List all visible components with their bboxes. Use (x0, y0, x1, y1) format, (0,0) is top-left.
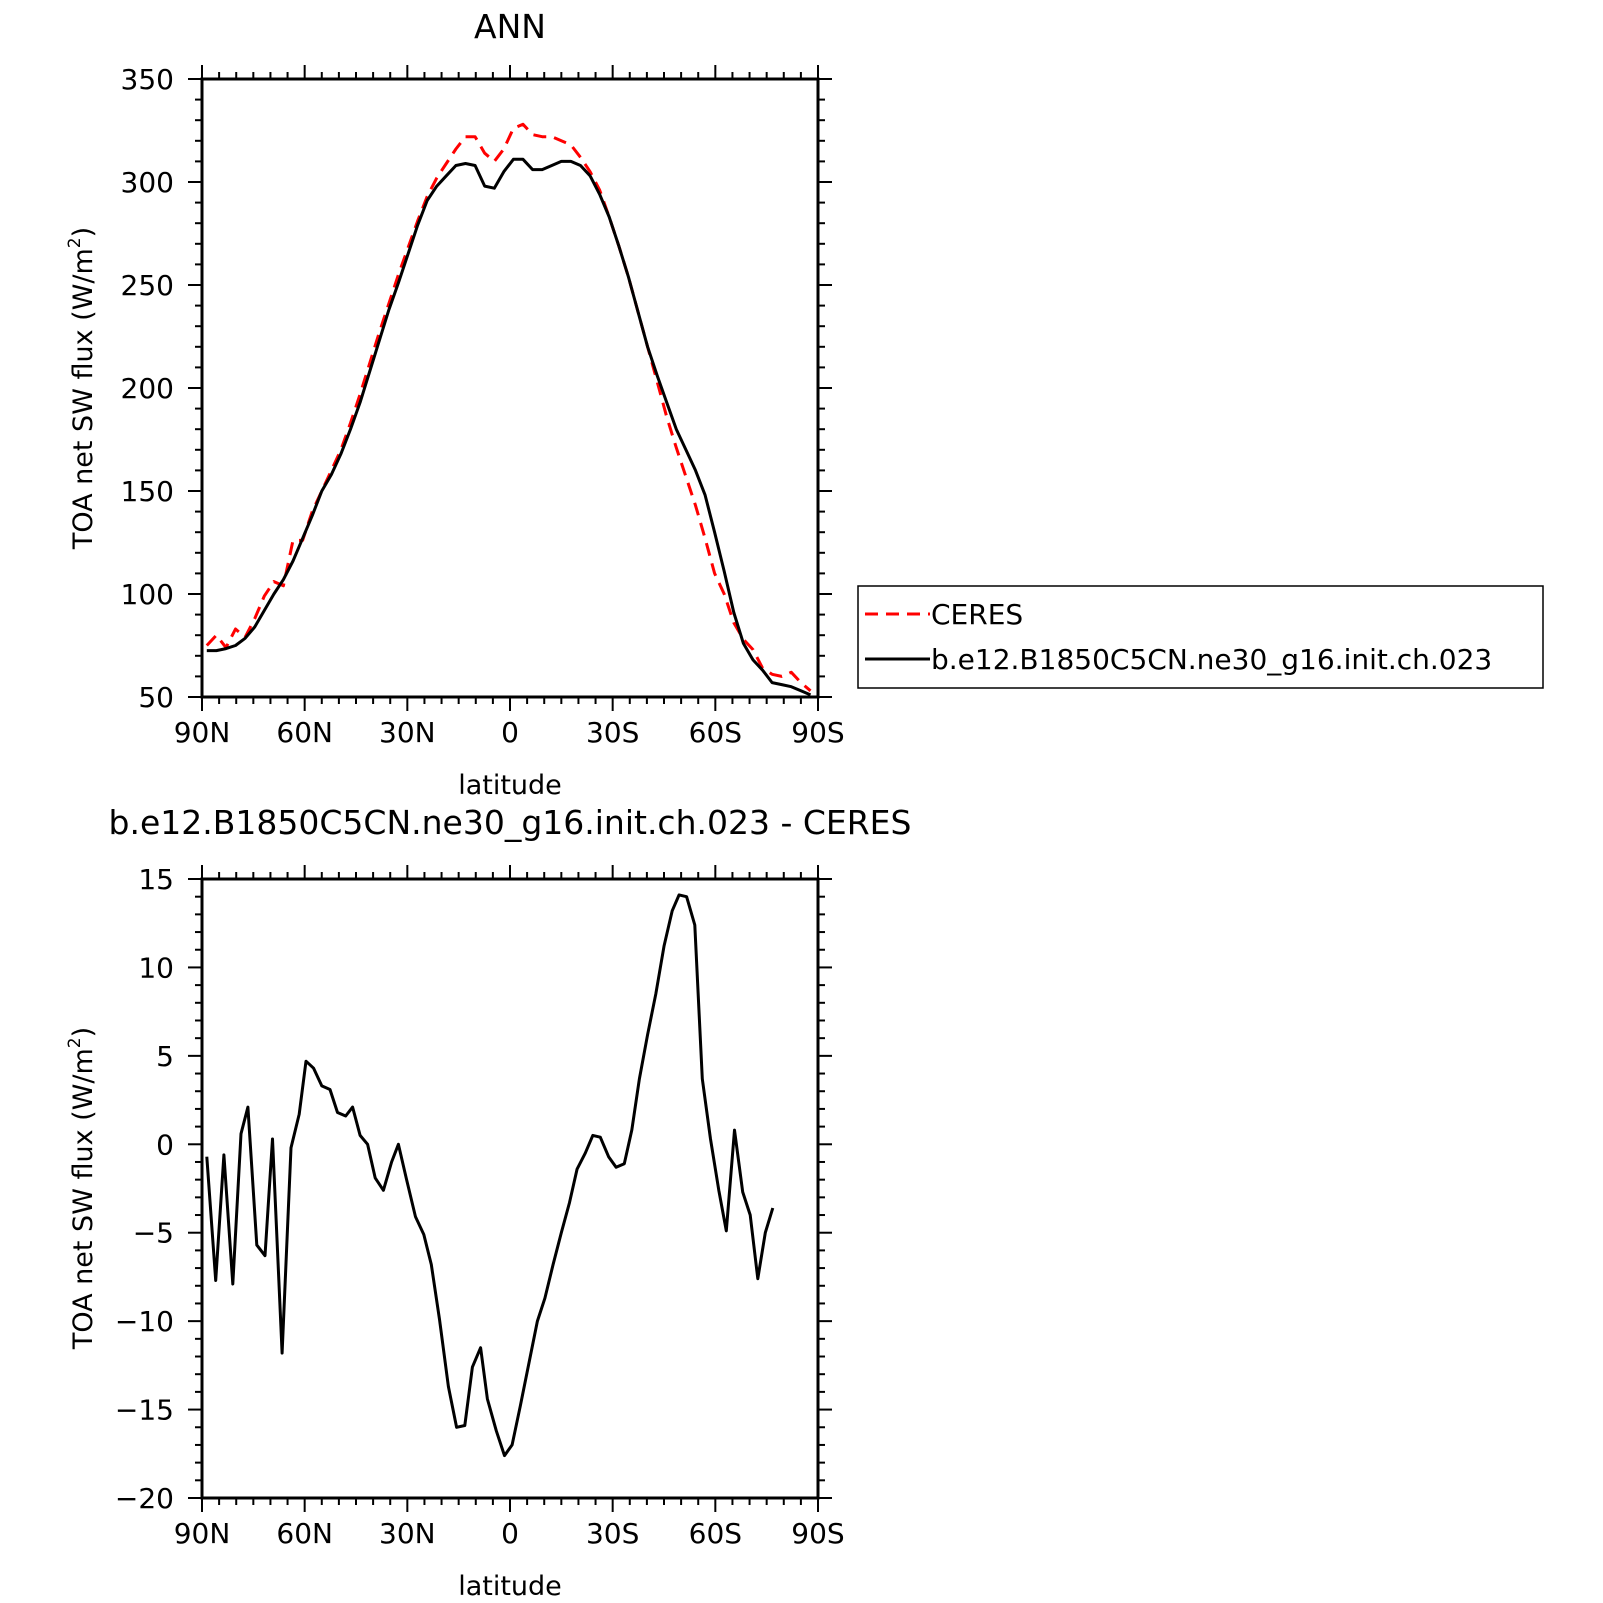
bot-ytick-label: −20 (115, 1482, 174, 1515)
bottom-x-axis-title: latitude (458, 1571, 562, 1602)
top-x-axis: 90N 60N 30N 0 30S 60S 90S (174, 65, 845, 749)
top-ytick-label: 350 (121, 63, 174, 96)
bottom-panel: b.e12.B1850C5CN.ne30_g16.init.ch.023 - C… (65, 803, 911, 1602)
bot-xtick-label: 0 (501, 1517, 519, 1550)
top-y-axis-title: TOA net SW flux (W/m2) (65, 227, 99, 550)
legend-box (857, 585, 1544, 689)
top-xtick-label: 60S (689, 716, 742, 749)
legend: CERES b.e12.B1850C5CN.ne30_g16.init.ch.0… (857, 585, 1544, 689)
bot-series-line-0 (205, 893, 775, 1458)
top-xtick-label: 30S (586, 716, 639, 749)
top-series-line-0 (205, 122, 812, 692)
top-ytick-label: 150 (121, 475, 174, 508)
top-ytick-label: 300 (121, 166, 174, 199)
top-panel: ANN 50 100 150 200 250 300 350 90N 60N 30N 0 30S 60… (65, 7, 1544, 801)
bot-ytick-label: −10 (115, 1305, 174, 1338)
bottom-plot-frame (200, 877, 820, 1500)
bot-xtick-label: 60N (276, 1517, 333, 1550)
bot-xtick-label: 30N (379, 1517, 436, 1550)
bottom-y-axis-title: TOA net SW flux (W/m2) (65, 1027, 99, 1350)
top-xtick-label: 90N (174, 716, 231, 749)
bottom-chart-title: b.e12.B1850C5CN.ne30_g16.init.ch.023 - C… (109, 803, 912, 842)
top-ytick-label: 250 (121, 269, 174, 302)
top-xtick-label: 0 (501, 716, 519, 749)
bot-ytick-label: 5 (156, 1040, 174, 1073)
top-xtick-label: 60N (276, 716, 333, 749)
legend-label-ceres: CERES (931, 598, 1023, 631)
top-xtick-label: 90S (791, 716, 844, 749)
top-y-axis: 50 100 150 200 250 300 350 (121, 63, 832, 714)
bot-ytick-label: 10 (138, 951, 174, 984)
bot-xtick-label: 90N (174, 1517, 231, 1550)
top-ytick-label: 50 (138, 681, 174, 714)
top-plot-frame (200, 77, 820, 699)
bot-ytick-label: 15 (138, 863, 174, 896)
bot-xtick-label: 30S (586, 1517, 639, 1550)
top-series-line-1 (206, 157, 812, 697)
top-ytick-label: 200 (121, 372, 174, 405)
bottom-series-layer (205, 893, 775, 1458)
bot-ytick-label: −5 (133, 1217, 174, 1250)
top-series-layer (205, 122, 812, 697)
bot-xtick-label: 90S (791, 1517, 844, 1550)
top-ytick-label: 100 (121, 578, 174, 611)
top-xtick-label: 30N (379, 716, 436, 749)
legend-label-model: b.e12.B1850C5CN.ne30_g16.init.ch.023 (931, 643, 1492, 676)
top-chart-title: ANN (474, 7, 546, 46)
bottom-y-axis: −20 −15 −10 −5 0 5 10 15 (115, 863, 832, 1515)
bot-xtick-label: 60S (689, 1517, 742, 1550)
bottom-x-axis: 90N 60N 30N 0 30S 60S 90S (174, 865, 845, 1550)
bot-ytick-label: 0 (156, 1128, 174, 1161)
top-x-axis-title: latitude (458, 770, 562, 801)
bot-ytick-label: −15 (115, 1394, 174, 1427)
